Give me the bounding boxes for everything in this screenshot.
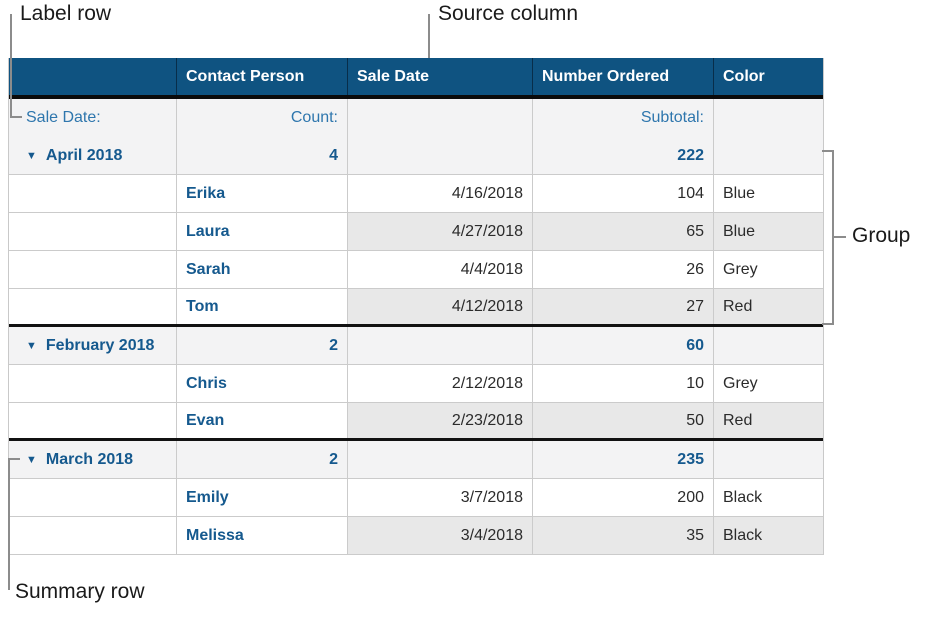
table-cell[interactable] [714,137,823,174]
table-row: Emily 3/7/2018 200 Black [9,479,823,517]
summary-row-april: ▼ April 2018 4 222 [9,137,823,175]
table-cell[interactable] [9,213,177,250]
summary-row-callout-line [8,458,10,590]
label-cell-subtotal[interactable]: Subtotal: [533,99,714,137]
categorized-table: Contact Person Sale Date Number Ordered … [8,58,824,555]
number-ordered-cell[interactable]: 10 [533,365,714,402]
group-name-cell[interactable]: ▼ February 2018 [9,327,177,364]
contact-cell[interactable]: Chris [177,365,348,402]
number-ordered-cell[interactable]: 50 [533,403,714,438]
table-row: Laura 4/27/2018 65 Blue [9,213,823,251]
table-row: Evan 2/23/2018 50 Red [9,403,823,441]
group-count-cell[interactable]: 4 [177,137,348,174]
color-cell[interactable]: Black [714,517,823,554]
group-bracket-top-tick [822,150,834,152]
color-cell[interactable]: Blue [714,213,823,250]
contact-cell[interactable]: Tom [177,289,348,324]
source-column-callout-line [428,14,430,58]
group-count-cell[interactable]: 2 [177,327,348,364]
group-name-cell[interactable]: ▼ March 2018 [9,441,177,478]
label-row: Sale Date: Count: Subtotal: [9,99,823,137]
number-ordered-cell[interactable]: 35 [533,517,714,554]
source-column-callout: Source column [438,2,579,25]
header-cell-sale-date[interactable]: Sale Date [348,58,533,95]
summary-row-march: ▼ March 2018 2 235 [9,441,823,479]
table-cell[interactable] [348,99,533,137]
group-name: February 2018 [45,336,155,354]
sale-date-cell[interactable]: 2/23/2018 [348,403,533,438]
table-cell[interactable] [9,403,177,438]
label-row-callout-tick [10,116,22,118]
color-cell[interactable]: Black [723,488,763,506]
sale-date-cell[interactable]: 4/4/2018 [348,251,533,288]
table-cell[interactable] [714,99,823,137]
contact-cell[interactable]: Erika [177,175,348,212]
header-row: Contact Person Sale Date Number Ordered … [9,58,823,99]
color-cell[interactable]: Grey [723,374,758,392]
contact-cell[interactable]: Melissa [177,517,348,554]
sale-date-cell[interactable]: 3/7/2018 [348,479,533,516]
table-row: Chris 2/12/2018 10 Grey [9,365,823,403]
table-cell[interactable] [9,365,177,402]
table-row: Tom 4/12/2018 27 Red [9,289,823,327]
group-name: March 2018 [45,450,134,468]
label-cell-count[interactable]: Count: [177,99,348,137]
sale-date-cell[interactable]: 4/16/2018 [348,175,533,212]
color-cell[interactable]: Grey [723,260,758,278]
disclosure-triangle-icon[interactable]: ▼ [26,340,37,352]
table-cell[interactable] [9,479,177,516]
header-cell-number-ordered[interactable]: Number Ordered [533,58,714,95]
label-cell-category[interactable]: Sale Date: [9,99,177,137]
table-row: Melissa 3/4/2018 35 Black [9,517,823,555]
label-row-callout-line [10,14,12,118]
table-cell[interactable] [348,137,533,174]
summary-row-callout: Summary row [15,580,145,603]
color-cell[interactable]: Red [714,289,823,324]
group-bracket-line [832,150,834,325]
sale-date-cell[interactable]: 3/4/2018 [348,517,533,554]
number-ordered-cell[interactable]: 26 [533,251,714,288]
sale-date-cell[interactable]: 4/12/2018 [348,289,533,324]
label-row-callout: Label row [20,2,112,25]
group-name-cell[interactable]: ▼ April 2018 [9,137,177,174]
group-subtotal-cell[interactable]: 60 [533,327,714,364]
disclosure-triangle-icon[interactable]: ▼ [26,150,37,162]
disclosure-triangle-icon[interactable]: ▼ [26,454,37,466]
table-cell[interactable] [348,327,533,364]
header-cell-contact-person[interactable]: Contact Person [177,58,348,95]
table-row: Sarah 4/4/2018 26 Grey [9,251,823,289]
contact-cell[interactable]: Laura [177,213,348,250]
group-name: April 2018 [45,146,123,164]
summary-row-february: ▼ February 2018 2 60 [9,327,823,365]
group-bracket-mid-tick [834,236,846,238]
color-cell[interactable]: Blue [723,184,756,202]
group-count-cell[interactable]: 2 [177,441,348,478]
contact-cell[interactable]: Emily [177,479,348,516]
group-callout: Group [852,224,911,247]
table-cell[interactable] [9,517,177,554]
group-subtotal-cell[interactable]: 222 [533,137,714,174]
number-ordered-cell[interactable]: 65 [533,213,714,250]
table-cell[interactable] [348,441,533,478]
table-cell[interactable] [714,441,823,478]
group-subtotal-cell[interactable]: 235 [533,441,714,478]
sale-date-cell[interactable]: 2/12/2018 [348,365,533,402]
summary-row-callout-tick [8,458,20,460]
table-cell[interactable] [714,327,823,364]
number-ordered-cell[interactable]: 104 [533,175,714,212]
number-ordered-cell[interactable]: 200 [533,479,714,516]
color-cell[interactable]: Red [714,403,823,438]
table-row: Erika 4/16/2018 104 Blue [9,175,823,213]
table-cell[interactable] [9,289,177,324]
contact-cell[interactable]: Sarah [177,251,348,288]
number-ordered-cell[interactable]: 27 [533,289,714,324]
table-cell[interactable] [9,251,177,288]
table-cell[interactable] [9,175,177,212]
sale-date-cell[interactable]: 4/27/2018 [348,213,533,250]
header-cell-blank[interactable] [9,58,177,95]
header-cell-color[interactable]: Color [723,67,765,85]
group-bracket-bottom-tick [822,323,834,325]
contact-cell[interactable]: Evan [177,403,348,438]
